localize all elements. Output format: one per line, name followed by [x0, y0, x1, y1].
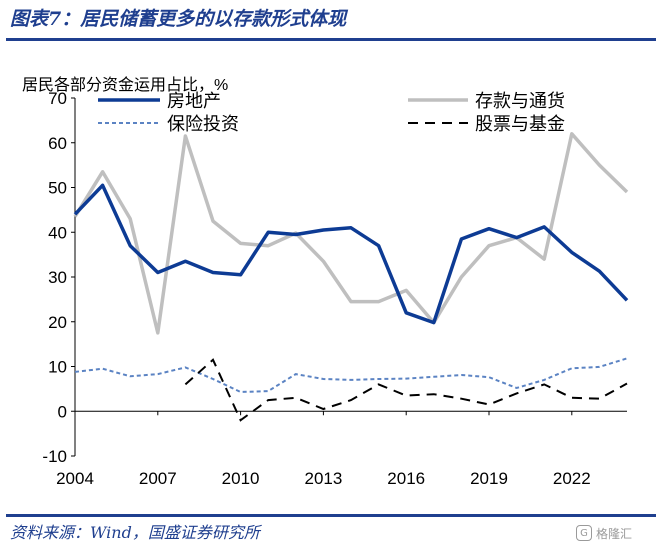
title-bar: 图表7：居民储蓄更多的以存款形式体现: [0, 0, 666, 41]
title-underline: [6, 38, 656, 41]
y-tick-label: 10: [48, 358, 67, 377]
y-tick-label: 50: [48, 179, 67, 198]
series-insurance-line: [74, 357, 628, 394]
y-axis-label: 居民各部分资金运用占比，%: [22, 76, 228, 94]
watermark: G 格隆汇: [576, 521, 662, 545]
chart-title: 图表7：居民储蓄更多的以存款形式体现: [10, 8, 347, 30]
y-tick-label: 0: [58, 402, 67, 421]
footer-rule: [6, 514, 656, 517]
y-tick-label: 30: [48, 268, 67, 287]
source-note: 资料来源：Wind，国盛证券研究所: [10, 523, 260, 542]
y-tick-label: -10: [42, 447, 67, 466]
x-tick-label: 2004: [56, 469, 94, 488]
x-tick-label: 2010: [222, 469, 260, 488]
chart-series: [73, 132, 629, 422]
x-tick-label: 2016: [387, 469, 425, 488]
x-tick-label: 2022: [553, 469, 591, 488]
series-deposits-line: [73, 132, 629, 335]
series-real-estate-line: [73, 183, 629, 325]
y-tick-label: 70: [48, 89, 67, 108]
legend-insurance-label: 保险投资: [167, 114, 239, 134]
x-tick-label: 2019: [470, 469, 508, 488]
line-chart: -10 0 10 20 30 40 50 60 70 2004 2007 2010 2013 2016 20…: [22, 76, 629, 488]
series-stocks-funds-line: [184, 358, 628, 422]
watermark-text: 格隆汇: [596, 526, 633, 541]
y-tick-label: 40: [48, 223, 67, 242]
legend-real-estate-label: 房地产: [167, 91, 221, 111]
watermark-logo-icon: G: [576, 525, 592, 541]
legend-stocks-funds-label: 股票与基金: [475, 114, 565, 134]
chart-axes: -10 0 10 20 30 40 50 60 70 2004 2007 2010 2013 2016 20…: [42, 89, 627, 488]
x-tick-label: 2013: [304, 469, 342, 488]
y-tick-label: 20: [48, 313, 67, 332]
y-tick-label: 60: [48, 134, 67, 153]
x-tick-label: 2007: [139, 469, 177, 488]
legend-deposits-label: 存款与通货: [475, 91, 565, 111]
